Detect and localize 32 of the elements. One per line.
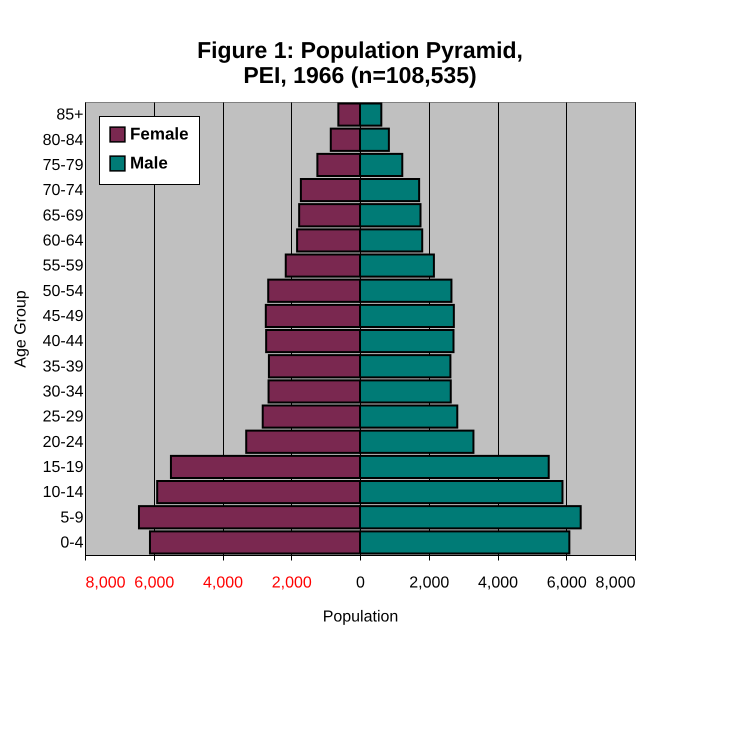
y-tick-label: 75-79 — [42, 156, 84, 174]
y-tick-label: 65-69 — [42, 207, 84, 224]
y-tick-label: 0-4 — [60, 534, 84, 552]
legend-label: Male — [130, 154, 168, 172]
x-axis-title: Population — [322, 608, 398, 626]
y-tick-label: 35-39 — [42, 358, 84, 376]
y-tick-label: 20-24 — [42, 434, 84, 451]
y-tick-label: 70-74 — [42, 182, 84, 200]
y-tick-label: 5-9 — [60, 509, 84, 526]
x-tick-label: 0 — [356, 574, 366, 592]
x-tick-label: 8,000 — [86, 574, 126, 592]
y-tick-label: 55-59 — [42, 258, 84, 275]
y-tick-label: 80-84 — [42, 132, 84, 149]
y-tick-label: 45-49 — [42, 308, 84, 325]
y-tick-label: 85+ — [56, 106, 84, 124]
y-tick-label: 25-29 — [42, 408, 84, 426]
y-tick-label: 60-64 — [42, 232, 84, 250]
legend-label: Female — [130, 124, 189, 144]
x-tick-label: 2,000 — [409, 574, 450, 592]
y-tick-label: 10-14 — [42, 484, 84, 502]
y-tick-label: 50-54 — [42, 282, 84, 300]
y-axis-title: Age Group — [12, 290, 30, 368]
x-tick-label: 6,000 — [546, 574, 587, 592]
chart-title: Figure 1: Population Pyramid, PEI, 1966 (n=108,535) — [197, 37, 523, 88]
y-tick-label: 30-34 — [42, 383, 84, 400]
y-tick-label: 15-19 — [42, 458, 84, 476]
x-tick-label: 4,000 — [478, 574, 518, 592]
x-tick-label: 4,000 — [202, 574, 244, 592]
x-tick-label: 8,000 — [595, 574, 636, 592]
x-tick-label: 6,000 — [134, 574, 174, 592]
y-tick-label: 40-44 — [42, 333, 84, 350]
x-tick-label: 2,000 — [272, 574, 312, 592]
